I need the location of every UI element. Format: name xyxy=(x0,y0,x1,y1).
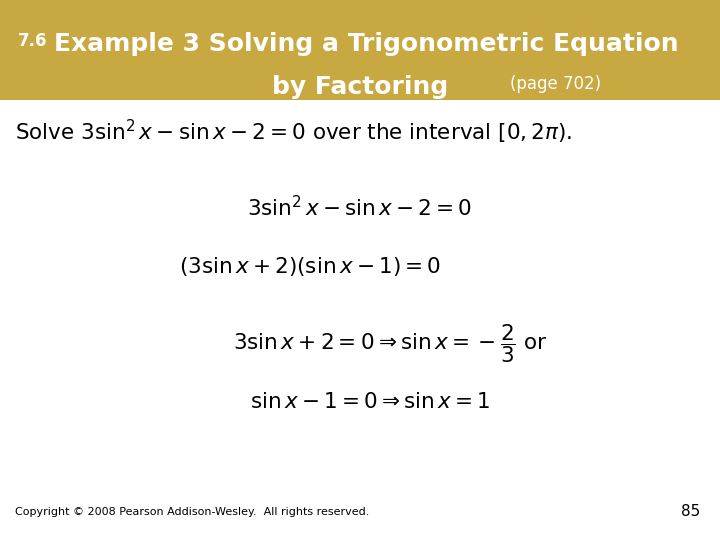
Text: (page 702): (page 702) xyxy=(510,75,601,93)
Text: $\sin x - 1 = 0 \Rightarrow \sin x = 1$: $\sin x - 1 = 0 \Rightarrow \sin x = 1$ xyxy=(250,392,490,412)
Text: 7.6: 7.6 xyxy=(18,32,48,50)
Text: Copyright © 2008 Pearson Addison-Wesley.  All rights reserved.: Copyright © 2008 Pearson Addison-Wesley.… xyxy=(15,507,369,517)
Text: Example 3 Solving a Trigonometric Equation: Example 3 Solving a Trigonometric Equati… xyxy=(54,32,679,56)
Text: $3\sin x + 2 = 0 \Rightarrow \sin x = -\dfrac{2}{3}$ or: $3\sin x + 2 = 0 \Rightarrow \sin x = -\… xyxy=(233,322,547,364)
Text: 85: 85 xyxy=(680,504,700,519)
Text: $\left(3\sin x + 2\right)\left(\sin x - 1\right) = 0$: $\left(3\sin x + 2\right)\left(\sin x - … xyxy=(179,255,441,278)
FancyBboxPatch shape xyxy=(0,0,720,100)
Text: by Factoring: by Factoring xyxy=(272,75,448,99)
Text: Solve $3\sin^2 x - \sin x - 2 = 0$ over the interval $[0, 2\pi)$.: Solve $3\sin^2 x - \sin x - 2 = 0$ over … xyxy=(15,118,572,146)
Text: $3\sin^2 x - \sin x - 2 = 0$: $3\sin^2 x - \sin x - 2 = 0$ xyxy=(248,195,472,220)
